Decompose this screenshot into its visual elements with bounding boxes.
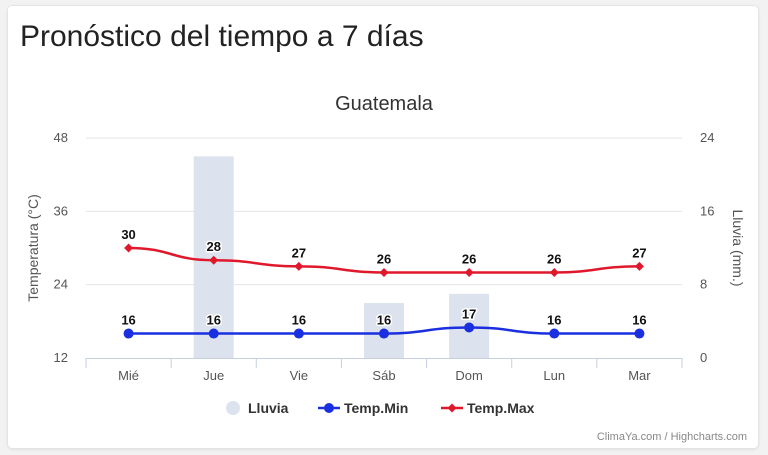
y-right-axis-title: Lluvia (mm.): [730, 209, 746, 286]
data-label-temp-max: 26: [462, 251, 476, 266]
y-left-tick-label: 12: [54, 350, 68, 365]
data-label-temp-min: 16: [292, 313, 306, 328]
point-temp-min[interactable]: [634, 328, 645, 339]
y-left-tick-label: 36: [54, 203, 68, 218]
data-label-temp-min: 16: [121, 313, 135, 328]
legend-symbol-temp-max[interactable]: [447, 403, 457, 413]
y-left-axis-title: Temperatura (°C): [25, 194, 41, 302]
point-temp-max[interactable]: [294, 261, 304, 271]
legend-label-lluvia: Lluvia: [248, 400, 289, 416]
data-label-temp-max: 28: [206, 239, 220, 254]
chart-title: Guatemala: [335, 93, 434, 115]
legend-label-temp-min: Temp.Min: [344, 400, 408, 416]
point-temp-min[interactable]: [464, 322, 475, 333]
point-temp-max[interactable]: [124, 243, 134, 253]
data-label-temp-min: 16: [377, 313, 391, 328]
credits-link[interactable]: ClimaYa.com / Highcharts.com: [597, 431, 747, 443]
data-label-temp-max: 27: [292, 245, 306, 260]
x-tick-label: Mar: [628, 368, 651, 383]
point-temp-max[interactable]: [379, 267, 389, 277]
point-temp-max[interactable]: [464, 267, 474, 277]
point-temp-min[interactable]: [208, 328, 219, 339]
y-right-tick-label: 8: [700, 277, 707, 292]
data-label-temp-min: 16: [547, 313, 561, 328]
x-tick-label: Sáb: [372, 368, 395, 383]
page-title: Pronóstico del tiempo a 7 días: [20, 20, 424, 53]
y-right-tick-label: 0: [700, 350, 707, 365]
x-tick-label: Jue: [203, 368, 224, 383]
legend-symbol-temp-min[interactable]: [324, 403, 334, 413]
y-right-tick-label: 16: [700, 203, 714, 218]
point-temp-min[interactable]: [379, 328, 389, 339]
y-left-tick-label: 48: [54, 130, 68, 145]
data-label-temp-min: 16: [206, 313, 220, 328]
point-temp-max[interactable]: [634, 261, 644, 271]
data-label-temp-min: 17: [462, 306, 476, 321]
x-tick-label: Mié: [118, 368, 139, 383]
y-right-tick-label: 24: [700, 130, 714, 145]
point-temp-min[interactable]: [123, 328, 134, 339]
legend-label-temp-max: Temp.Max: [467, 400, 535, 416]
data-label-temp-max: 26: [547, 251, 561, 266]
y-left-tick-label: 24: [54, 277, 68, 292]
chart-card: [8, 6, 758, 448]
data-label-temp-max: 30: [121, 227, 135, 242]
data-label-temp-max: 26: [377, 251, 391, 266]
x-tick-label: Lun: [543, 368, 565, 383]
x-tick-label: Vie: [290, 368, 309, 383]
data-label-temp-max: 27: [632, 245, 646, 260]
data-label-temp-min: 16: [632, 313, 646, 328]
point-temp-max[interactable]: [549, 267, 559, 277]
x-tick-label: Dom: [455, 368, 482, 383]
legend-symbol-lluvia[interactable]: [226, 401, 240, 415]
point-temp-max[interactable]: [209, 255, 219, 265]
point-temp-min[interactable]: [549, 328, 560, 339]
point-temp-min[interactable]: [293, 328, 304, 339]
